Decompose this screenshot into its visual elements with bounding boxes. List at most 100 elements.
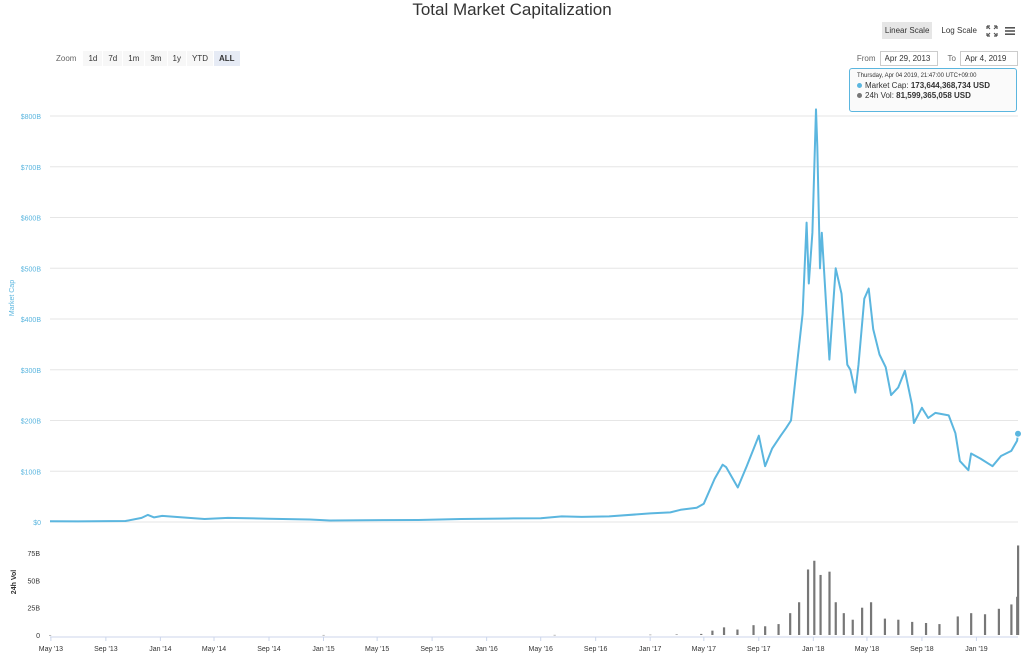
volume-bar: [897, 619, 900, 635]
x-tick-label: May '13: [39, 646, 63, 653]
volume-bars: [49, 545, 1020, 636]
date-range: From To: [857, 51, 1018, 66]
x-tick-label: May '15: [365, 646, 389, 653]
volume-bar: [911, 621, 914, 635]
x-tick-label: May '16: [529, 646, 553, 653]
market-cap-legend-dot: [857, 83, 862, 89]
to-label: To: [947, 54, 956, 63]
volume-bar: [834, 602, 837, 635]
volume-bar: [649, 634, 652, 636]
volume-bar: [711, 630, 714, 635]
x-tick-label: Sep '13: [94, 646, 118, 653]
zoom-1m-button[interactable]: 1m: [123, 51, 145, 66]
market-cap-series-line: [49, 108, 1019, 523]
x-tick-label: Jan '16: [475, 646, 497, 653]
tooltip-market-cap-label: Market Cap:: [865, 81, 909, 90]
y-tick-label: $800B: [21, 114, 42, 121]
from-date-input[interactable]: [879, 51, 938, 66]
volume-bar: [819, 574, 822, 635]
y-tick-label: $300B: [21, 368, 42, 375]
y-axis-label-volume: 24h Vol: [11, 570, 18, 594]
x-tick-label: Jan '19: [965, 646, 987, 653]
volume-y-tick-label: 0: [36, 633, 40, 640]
volume-bar: [777, 624, 780, 635]
y-tick-label: $700B: [21, 165, 42, 172]
y-tick-label: $600B: [21, 216, 42, 223]
log-scale-button[interactable]: Log Scale: [941, 26, 977, 35]
volume-bar: [789, 613, 792, 635]
tooltip-volume-value: 81,599,365,058 USD: [896, 91, 971, 100]
x-tick-label: Sep '15: [420, 646, 444, 653]
volume-bar: [722, 627, 726, 635]
x-tick-label: May '17: [692, 646, 716, 653]
zoom-1y-button[interactable]: 1y: [167, 51, 186, 66]
zoom-7d-button[interactable]: 7d: [103, 51, 123, 66]
tooltip-market-cap-value: 173,644,368,734 USD: [910, 81, 990, 90]
grid-lines: [50, 115, 1018, 523]
x-tick-label: Sep '16: [584, 646, 608, 653]
tooltip: Thursday, Apr 04 2019, 21:47:00 UTC+09:0…: [849, 68, 1017, 112]
volume-bar: [675, 634, 678, 635]
y-tick-label: $500B: [21, 266, 42, 273]
volume-bar: [764, 626, 767, 635]
volume-y-tick-label: 75B: [28, 551, 41, 558]
zoom-ytd-button[interactable]: YTD: [186, 51, 213, 66]
x-tick-label: Sep '17: [747, 646, 771, 653]
zoom-1d-button[interactable]: 1d: [83, 51, 103, 66]
volume-bar: [842, 613, 845, 635]
from-label: From: [856, 54, 876, 63]
volume-bar: [322, 634, 325, 636]
y-tick-label: $0: [33, 520, 41, 527]
to-date-input[interactable]: [960, 51, 1018, 66]
scale-toolbar: Linear Scale Log Scale: [881, 22, 1016, 39]
zoom-label: Zoom: [56, 54, 77, 63]
volume-bar: [970, 613, 973, 635]
x-tick-label: Sep '14: [257, 646, 281, 653]
volume-bar: [806, 569, 810, 635]
y-axis-ticks: $0 $100B $200B $300B $400B $500B $600B $700B $80…: [21, 114, 42, 527]
chart-title: Total Market Capitalization: [412, 0, 612, 19]
volume-bar: [736, 629, 739, 635]
volume-bar: [938, 624, 941, 635]
y-tick-label: $400B: [21, 317, 42, 324]
volume-bar: [883, 618, 887, 635]
hamburger-menu-icon[interactable]: [1004, 25, 1016, 37]
x-tick-label: May '14: [202, 646, 226, 653]
x-tick-label: Jan '15: [312, 646, 334, 653]
volume-bar: [798, 602, 801, 635]
volume-bar: [869, 602, 873, 635]
volume-bar: [924, 622, 928, 635]
zoom-all-button[interactable]: ALL: [213, 51, 240, 66]
y-axis-label-market-cap: Market Cap: [9, 280, 16, 316]
linear-scale-button[interactable]: Linear Scale: [881, 22, 933, 39]
volume-bar: [956, 616, 959, 635]
volume-bar: [700, 633, 703, 635]
x-tick-label: Sep '18: [910, 646, 934, 653]
volume-bar: [861, 607, 864, 635]
y-tick-label: $200B: [21, 419, 42, 426]
volume-y-tick-label: 25B: [28, 606, 41, 613]
tooltip-market-cap-row: Market Cap: 173,644,368,734 USD: [857, 81, 1009, 91]
volume-y-tick-label: 50B: [28, 578, 41, 585]
volume-bar: [983, 614, 987, 635]
volume-bar: [851, 619, 854, 635]
x-tick-label: May '18: [855, 646, 879, 653]
volume-bar: [752, 625, 755, 635]
volume-bar: [1017, 545, 1020, 635]
volume-bar: [813, 560, 816, 635]
zoom-toolbar: Zoom 1d 7d 1m 3m 1y YTD ALL: [56, 51, 240, 66]
y-tick-label: $100B: [21, 469, 42, 476]
hover-point-marker: [1014, 429, 1022, 438]
x-tick-label: Jan '17: [639, 646, 661, 653]
volume-bar: [49, 634, 52, 636]
volume-bar: [828, 571, 831, 635]
x-tick-label: Jan '18: [802, 646, 824, 653]
volume-bar: [997, 608, 1000, 635]
zoom-3m-button[interactable]: 3m: [145, 51, 167, 66]
x-tick-label: Jan '14: [149, 646, 171, 653]
volume-y-axis-ticks: 0 25B 50B 75B: [28, 551, 41, 640]
tooltip-volume-label: 24h Vol:: [865, 91, 894, 100]
fullscreen-icon[interactable]: [986, 24, 998, 37]
volume-bar: [553, 634, 556, 636]
